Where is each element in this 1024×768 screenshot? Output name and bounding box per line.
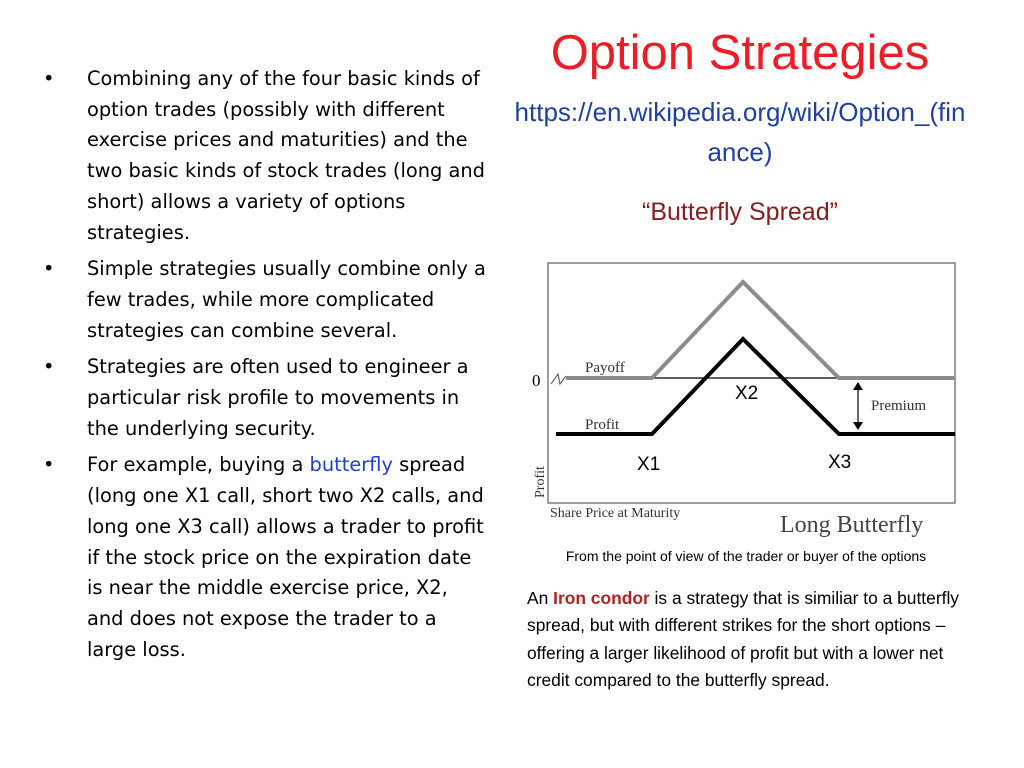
bullet-text: Simple strategies usually combine only a… [87,257,486,342]
bullet-text-after: spread (long one X1 call, short two X2 c… [87,453,484,661]
bullet-item: • Strategies are often used to engineer … [38,352,488,444]
bullet-marker: • [43,67,55,90]
diagram-frame [547,262,956,504]
profit-line [556,336,955,436]
zero-label: 0 [532,371,541,390]
x1-label: X1 [637,454,660,475]
payoff-label: Payoff [585,360,625,376]
premium-label: Premium [871,398,926,414]
bullet-item: • Combining any of the four basic kinds … [38,64,488,248]
long-butterfly-diagram: 0 Payoff Profit Premium X2 X1 X3 Profit … [532,262,956,538]
x2-label: X2 [735,383,758,404]
profit-label: Profit [585,417,620,433]
note-before: An [527,588,554,608]
y-axis-label: Profit [533,466,548,498]
payoff-line [566,279,955,380]
x-axis-label: Share Price at Maturity [550,506,680,521]
bullet-text-before: For example, buying a [87,453,310,477]
premium-arrow-down-icon [853,422,863,430]
bullet-text: Strategies are often used to engineer a … [87,355,469,440]
bullet-text: Combining any of the four basic kinds of… [87,67,485,244]
source-url-link[interactable]: https://en.wikipedia.org/wiki/Option_(fi… [514,97,966,167]
note-after: is a strategy that is similiar to a butt… [527,588,959,690]
bullet-item: • For example, buying a butterfly spread… [38,450,488,665]
bullet-marker: • [43,257,55,281]
bullet-list: • Combining any of the four basic kinds … [38,64,488,671]
diagram-caption: From the point of view of the trader or … [565,548,927,564]
diagram-title: Long Butterfly [780,512,923,538]
bullet-marker: • [43,453,55,477]
iron-condor-note: An Iron condor is a strategy that is sim… [527,585,985,694]
bullet-marker: • [43,355,55,379]
page-title: Option Strategies [550,26,930,80]
axis-break-icon [550,372,567,386]
butterfly-link[interactable]: butterfly [309,453,393,477]
premium-arrow-up-icon [853,382,863,390]
bullet-item: • Simple strategies usually combine only… [38,254,488,346]
diagram-subtitle: “Butterfly Spread” [642,198,838,226]
iron-condor-term: Iron condor [553,588,650,608]
x3-label: X3 [828,452,851,473]
